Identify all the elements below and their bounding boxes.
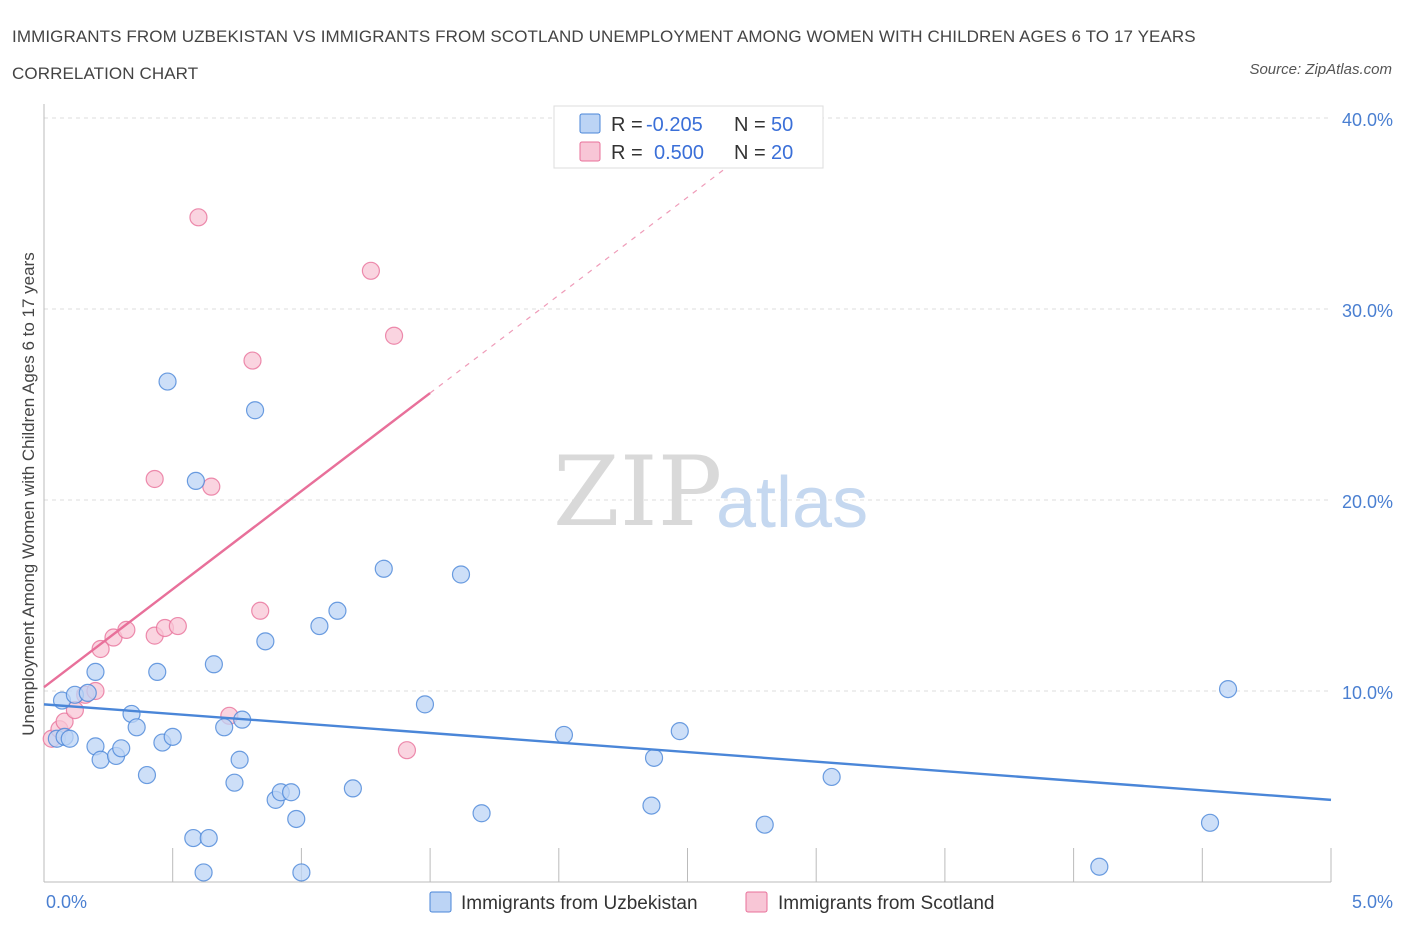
x-tick-label: 0.0%: [46, 892, 87, 912]
point-uzbekistan: [230, 750, 249, 769]
point-scotland: [202, 477, 221, 496]
legend-swatch-scotland: [579, 141, 601, 162]
bottom-legend-label-uzbekistan: Immigrants from Uzbekistan: [461, 893, 698, 914]
legend-r-value-scotland: 0.500: [654, 142, 704, 164]
point-uzbekistan: [472, 804, 491, 823]
point-uzbekistan: [86, 662, 105, 682]
chart-source: Source: ZipAtlas.com: [1249, 61, 1392, 78]
trend-lines: [43, 157, 1332, 802]
series-legend: Immigrants from Uzbekistan Immigrants fr…: [429, 891, 994, 914]
point-uzbekistan: [310, 616, 329, 636]
watermark-atlas: atlas: [716, 463, 868, 543]
point-uzbekistan: [256, 632, 275, 651]
point-uzbekistan: [158, 372, 177, 391]
point-uzbekistan: [292, 863, 311, 882]
trendline-scotland-extension: [429, 157, 740, 394]
watermark-zip: ZIP: [553, 436, 722, 548]
point-uzbekistan: [642, 796, 661, 815]
point-uzbekistan: [137, 765, 157, 785]
point-scotland: [168, 616, 187, 636]
point-scotland: [243, 351, 262, 370]
point-uzbekistan: [184, 828, 203, 848]
legend-r-label-uzbekistan: R =: [611, 114, 643, 136]
point-uzbekistan: [225, 773, 244, 792]
point-uzbekistan: [670, 722, 689, 741]
point-uzbekistan: [287, 809, 306, 829]
point-uzbekistan: [127, 718, 146, 737]
point-uzbekistan: [186, 471, 205, 490]
correlation-legend: R = -0.205 N = 50 R = 0.500 N = 20: [553, 105, 824, 169]
grid: [44, 117, 1331, 692]
point-scotland: [384, 326, 404, 345]
point-uzbekistan: [328, 601, 347, 620]
bottom-legend-swatch-uzbekistan: [429, 891, 452, 913]
point-scotland: [251, 601, 270, 620]
trendline-scotland: [43, 392, 431, 689]
point-uzbekistan: [78, 683, 97, 703]
point-uzbekistan: [194, 863, 213, 882]
x-tick-label: 5.0%: [1352, 892, 1393, 912]
point-scotland: [91, 639, 110, 659]
point-uzbekistan: [60, 729, 79, 748]
legend-n-label-uzbekistan: N =: [734, 114, 766, 136]
point-uzbekistan: [215, 718, 234, 737]
point-scotland: [145, 469, 164, 489]
point-uzbekistan: [644, 748, 664, 767]
point-uzbekistan: [112, 739, 131, 758]
y-axis-label-group: Unemployment Among Women with Children A…: [19, 252, 38, 736]
point-scotland: [397, 741, 417, 760]
legend-n-label-scotland: N =: [734, 142, 766, 164]
point-uzbekistan: [755, 815, 774, 834]
point-uzbekistan: [163, 727, 182, 746]
legend-n-value-uzbekistan: 50: [771, 114, 793, 136]
trendline-uzbekistan: [43, 703, 1332, 802]
point-uzbekistan: [148, 662, 167, 682]
legend-swatch-uzbekistan: [579, 113, 601, 134]
bottom-legend-swatch-scotland: [745, 891, 768, 913]
point-uzbekistan: [415, 695, 435, 714]
point-uzbekistan: [91, 750, 110, 769]
legend-n-value-scotland: 20: [771, 142, 793, 164]
y-tick-label: 40.0%: [1342, 110, 1393, 130]
point-uzbekistan: [451, 565, 471, 584]
y-tick-label: 20.0%: [1342, 492, 1393, 512]
data-points: [42, 208, 1238, 882]
y-tick-label: 30.0%: [1342, 301, 1393, 321]
chart-title: IMMIGRANTS FROM UZBEKISTAN VS IMMIGRANTS…: [12, 27, 1196, 83]
point-uzbekistan: [199, 828, 218, 848]
point-uzbekistan: [1090, 857, 1109, 876]
point-uzbekistan: [554, 725, 574, 745]
y-tick-label: 10.0%: [1342, 683, 1393, 703]
point-uzbekistan: [282, 783, 301, 802]
point-uzbekistan: [343, 779, 362, 798]
point-uzbekistan: [374, 559, 393, 578]
legend-r-label-scotland: R =: [611, 142, 643, 164]
point-uzbekistan: [245, 401, 265, 420]
point-uzbekistan: [204, 655, 223, 674]
point-uzbekistan: [1218, 679, 1238, 699]
y-axis-label: Unemployment Among Women with Children A…: [19, 252, 38, 736]
legend-r-value-uzbekistan: -0.205: [646, 114, 703, 136]
bottom-legend-label-scotland: Immigrants from Scotland: [778, 893, 994, 914]
point-scotland: [361, 261, 380, 280]
point-uzbekistan: [1200, 813, 1220, 832]
point-uzbekistan: [822, 767, 841, 787]
watermark: ZIP atlas: [553, 436, 868, 548]
point-scotland: [189, 208, 208, 227]
